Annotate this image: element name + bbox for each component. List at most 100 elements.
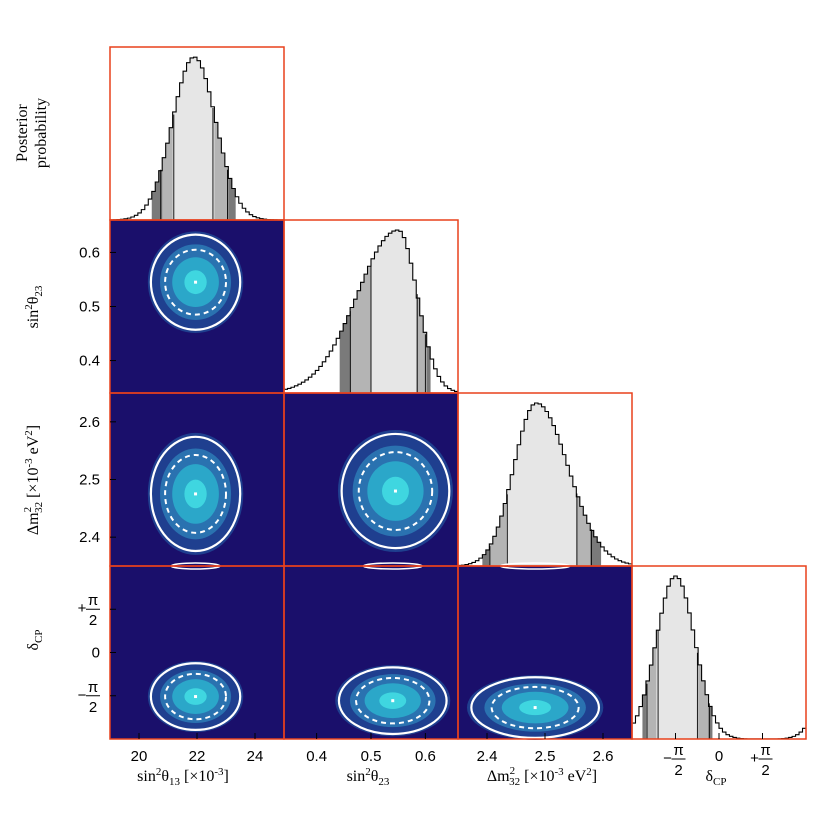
contour-68 — [355, 676, 431, 725]
histogram-bin — [200, 67, 205, 220]
tick-label: 0.6 — [415, 748, 436, 765]
histogram-bin — [485, 549, 490, 566]
histogram-bin — [579, 506, 584, 566]
tick-label: π — [88, 679, 98, 696]
tick-label: 2 — [674, 762, 682, 779]
xlabel-sin2theta23: sin2θ23 — [347, 766, 390, 788]
histogram-bin — [698, 664, 702, 739]
tick-label-pi-half: − π 2 — [78, 679, 100, 716]
histogram-bin — [666, 586, 671, 739]
histogram-bin — [684, 597, 689, 739]
tick-label: π — [673, 742, 683, 759]
histogram-bin — [545, 411, 549, 566]
best-fit-point — [194, 695, 198, 699]
best-fit-point — [393, 489, 397, 493]
histogram-bin — [214, 122, 219, 220]
histogram-bin — [217, 138, 222, 220]
posterior-label-line2: probability — [33, 98, 50, 168]
histogram-bin — [169, 127, 174, 220]
histogram-bin — [224, 166, 229, 220]
tick-label: 2.5 — [535, 748, 556, 765]
tick-label: + — [78, 600, 87, 617]
histogram-bin — [364, 274, 368, 393]
tick-label: 2.5 — [79, 472, 100, 489]
histogram-bin — [663, 598, 668, 739]
histogram-bin — [555, 434, 560, 566]
histogram-bin — [360, 282, 365, 393]
histogram-bin — [538, 403, 542, 566]
histogram-bin — [186, 62, 191, 221]
histogram-bin — [391, 231, 396, 393]
histogram-bin — [701, 680, 706, 739]
histogram-bin — [527, 410, 532, 566]
histogram-bin — [412, 280, 417, 393]
marginal-dm32 — [458, 402, 632, 567]
histogram-bin — [409, 263, 414, 393]
marginal-s13 — [110, 56, 284, 221]
xlabel-sin2theta13: sin2θ13 [×10-3] — [137, 766, 229, 788]
panels-layer — [109, 46, 807, 740]
histogram-bin — [228, 178, 233, 220]
tick-label-pi-half: + π 2 — [750, 742, 773, 779]
histogram-bin — [155, 182, 160, 220]
histogram-bin — [534, 403, 539, 566]
histogram-bin — [197, 60, 201, 221]
histogram-bin — [193, 57, 198, 220]
best-fit-point — [194, 280, 198, 284]
tick-label: 20 — [131, 748, 148, 765]
ylabel-sin2theta23: sin2θ23 — [23, 285, 45, 328]
tick-label: 22 — [189, 748, 206, 765]
histogram-bin — [221, 152, 226, 220]
tick-label: 0.5 — [79, 299, 100, 316]
histogram-bin — [586, 523, 591, 566]
histogram-bin — [558, 444, 563, 566]
joint-dm32-dcp — [458, 562, 632, 740]
tick-label-pi-half: + π 2 — [78, 592, 100, 629]
histogram-bin — [482, 554, 487, 566]
contour-68 — [490, 685, 580, 730]
histogram-bin — [367, 266, 372, 393]
histogram-bin — [353, 299, 358, 393]
histogram-bin — [203, 78, 208, 220]
histogram-bin — [517, 444, 522, 566]
axes-layer: 20 22 24 0.4 0.5 0.6 2.4 2.5 2.6− π20 + π20.40.50.6… — [78, 244, 773, 779]
ylabel-dm32: Δm232 [×10-3 eV2] — [22, 425, 45, 535]
tick-label: 2 — [89, 612, 97, 629]
histogram-bin — [531, 404, 535, 566]
contour-68 — [164, 453, 228, 534]
histogram-bin — [176, 96, 180, 220]
histogram-bin — [694, 647, 699, 739]
tick-label-pi-half: − π 2 — [663, 742, 686, 779]
histogram-bin — [583, 515, 588, 566]
tick-label: 0.4 — [79, 353, 100, 370]
joint-s23-dcp — [284, 562, 458, 739]
xlabel-dm32: Δm2 32 [×10-3 eV2] — [487, 765, 597, 788]
histogram-bin — [541, 406, 546, 566]
marginal-s23 — [284, 229, 458, 393]
histogram-bin — [395, 230, 400, 393]
histogram-bin — [687, 612, 692, 739]
histogram-bin — [179, 82, 184, 220]
tick-label: − — [78, 687, 87, 704]
tick-label: 24 — [247, 748, 264, 765]
histogram-bin — [357, 290, 361, 393]
tick-label: − — [663, 750, 672, 767]
contour-90 — [340, 432, 451, 550]
tick-label: π — [760, 742, 770, 759]
contour-90 — [337, 666, 448, 736]
histogram-bin — [513, 459, 518, 566]
histogram-bin — [677, 578, 682, 739]
contour-90 — [470, 676, 601, 739]
tick-label: 2.6 — [79, 414, 100, 431]
histogram-bin — [350, 307, 354, 393]
tick-label: + — [750, 750, 759, 767]
contour-90 — [149, 662, 242, 731]
histogram-bin — [165, 143, 170, 220]
xlabel-dcp: δCP — [705, 768, 726, 788]
tick-label: 0 — [715, 748, 723, 765]
tick-label: 2.6 — [593, 748, 614, 765]
histogram-bin — [680, 586, 685, 739]
histogram-bin — [162, 157, 167, 220]
histogram-bin — [652, 647, 657, 739]
histogram-bin — [231, 188, 236, 220]
